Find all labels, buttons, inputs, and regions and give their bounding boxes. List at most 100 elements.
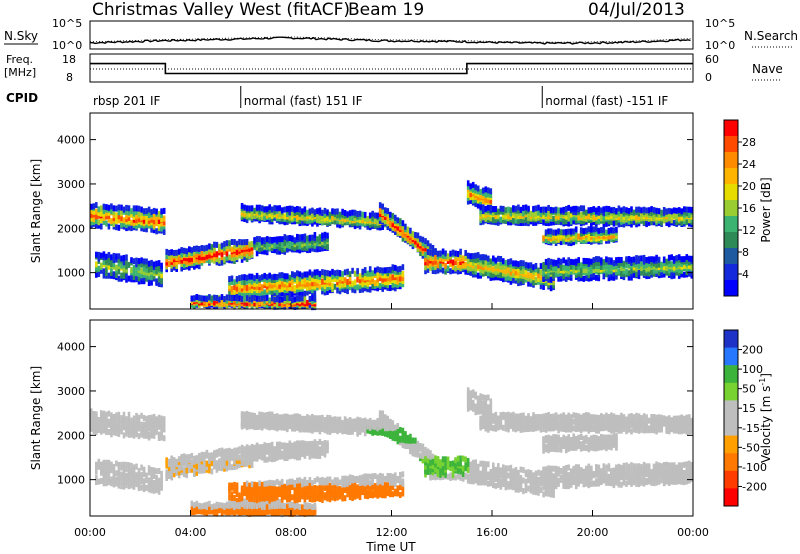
power-echo-cell	[597, 260, 601, 266]
power-echo-cell	[311, 276, 314, 283]
power-echo-cell	[441, 256, 445, 263]
velocity-echo-cell	[130, 479, 133, 486]
power-echo-cell	[635, 261, 638, 268]
power-echo-cell	[677, 254, 681, 261]
power-echo-cell	[135, 270, 138, 277]
power-echo-cell	[670, 211, 673, 218]
power-echo-cell	[125, 213, 128, 220]
power-echo-cell	[135, 217, 138, 224]
power-echo-cell	[152, 261, 156, 268]
power-echo-cell	[441, 252, 445, 259]
power-echo-cell	[253, 290, 256, 297]
power-echo-cell	[248, 241, 251, 248]
power-echo-cell	[130, 257, 133, 264]
velocity-echo-cell	[328, 418, 332, 425]
power-echo-cell	[348, 275, 352, 282]
power-echo-cell	[504, 263, 508, 270]
power-echoes	[90, 180, 694, 311]
velocity-echo-cell	[235, 447, 239, 454]
velocity-echo-cell	[328, 428, 332, 435]
power-echo-cell	[188, 264, 191, 271]
power-echo-cell	[667, 211, 671, 218]
power-echo-cell	[296, 233, 299, 240]
power-echo-cell	[597, 206, 601, 212]
power-echo-cell	[130, 219, 133, 226]
power-echo-cell	[326, 209, 329, 216]
power-echo-cell	[283, 281, 287, 288]
power-echo-cell	[685, 210, 689, 217]
power-echo-cell	[311, 207, 314, 214]
velocity-echo-cell	[115, 427, 118, 434]
power-echo-cell	[100, 210, 103, 217]
power-echo-cell	[532, 219, 535, 226]
velocity-echo-cell	[255, 424, 259, 430]
freq-label-line1: Freq.	[6, 53, 33, 66]
power-echo-cell	[471, 253, 475, 260]
power-echo-cell	[381, 285, 384, 292]
velocity-echo-cell	[331, 494, 334, 501]
power-echo-cell	[288, 295, 292, 301]
velocity-echo-cell	[298, 414, 302, 421]
velocity-echo-cell	[115, 460, 118, 467]
power-echo-cell	[132, 258, 136, 265]
power-echo-cell	[602, 233, 606, 240]
velocity-echo-cell	[250, 454, 254, 461]
power-echo-cell	[509, 261, 513, 268]
velocity-echo-cell	[283, 455, 287, 462]
power-echo-cell	[157, 276, 161, 283]
power-echo-cell	[213, 251, 216, 258]
colorbar-cell	[724, 216, 738, 233]
velocity-echo-cell	[331, 416, 334, 423]
power-echo-cell	[323, 274, 327, 281]
power-echo-cell	[544, 229, 548, 236]
velocity-echo-cell	[105, 459, 108, 466]
velocity-echo-cell	[162, 426, 166, 433]
power-echo-cell	[670, 216, 673, 223]
velocity-echo-cell	[363, 417, 367, 424]
velocity-echo-cell	[125, 465, 128, 472]
power-echo-cell	[683, 262, 686, 269]
velocity-echo-cell	[318, 428, 322, 435]
power-echo-cell	[587, 207, 591, 214]
velocity-echo-cell	[313, 490, 317, 497]
power-echo-cell	[331, 283, 334, 290]
power-echo-cell	[662, 264, 666, 271]
power-echo-cell	[120, 275, 123, 282]
power-echo-cell	[170, 249, 173, 256]
power-echo-cell	[627, 208, 631, 214]
velocity-echo-cell	[152, 421, 156, 428]
velocity-echo-cell	[90, 425, 93, 432]
power-echo-cell	[175, 259, 178, 266]
velocity-echo-cell	[185, 467, 189, 474]
velocity-echo-cell	[301, 440, 304, 447]
power-echo-cell	[625, 216, 628, 223]
power-echo-cell	[512, 260, 515, 267]
velocity-echo-cell	[326, 495, 329, 502]
power-echo-cell	[562, 206, 565, 213]
power-echo-cell	[250, 248, 254, 255]
power-echo-cell	[514, 269, 518, 276]
power-echo-cell	[132, 214, 136, 220]
power-echo-cell	[454, 250, 457, 257]
velocity-echo-cell	[140, 412, 143, 419]
power-echo-cell	[680, 208, 683, 215]
velocity-echo-cell	[135, 478, 138, 485]
power-echo-cell	[120, 215, 123, 222]
power-echo-cell	[647, 207, 651, 214]
power-echo-cell	[597, 256, 601, 263]
power-echo-cell	[336, 273, 339, 280]
power-echo-cell	[522, 209, 525, 216]
power-echo-cell	[270, 237, 274, 243]
velocity-echo-cell	[326, 428, 329, 435]
power-echo-cell	[193, 249, 196, 256]
velocity-echo-cell	[316, 485, 319, 492]
velocity-echo-cell	[220, 451, 224, 458]
velocity-echo-cell	[384, 475, 387, 482]
power-echo-cell	[494, 257, 498, 264]
power-echo-cell	[587, 264, 591, 271]
power-echo-cell	[532, 211, 535, 218]
power-echo-cell	[612, 270, 616, 277]
power-echo-cell	[167, 253, 171, 260]
power-echo-cell	[441, 248, 445, 255]
